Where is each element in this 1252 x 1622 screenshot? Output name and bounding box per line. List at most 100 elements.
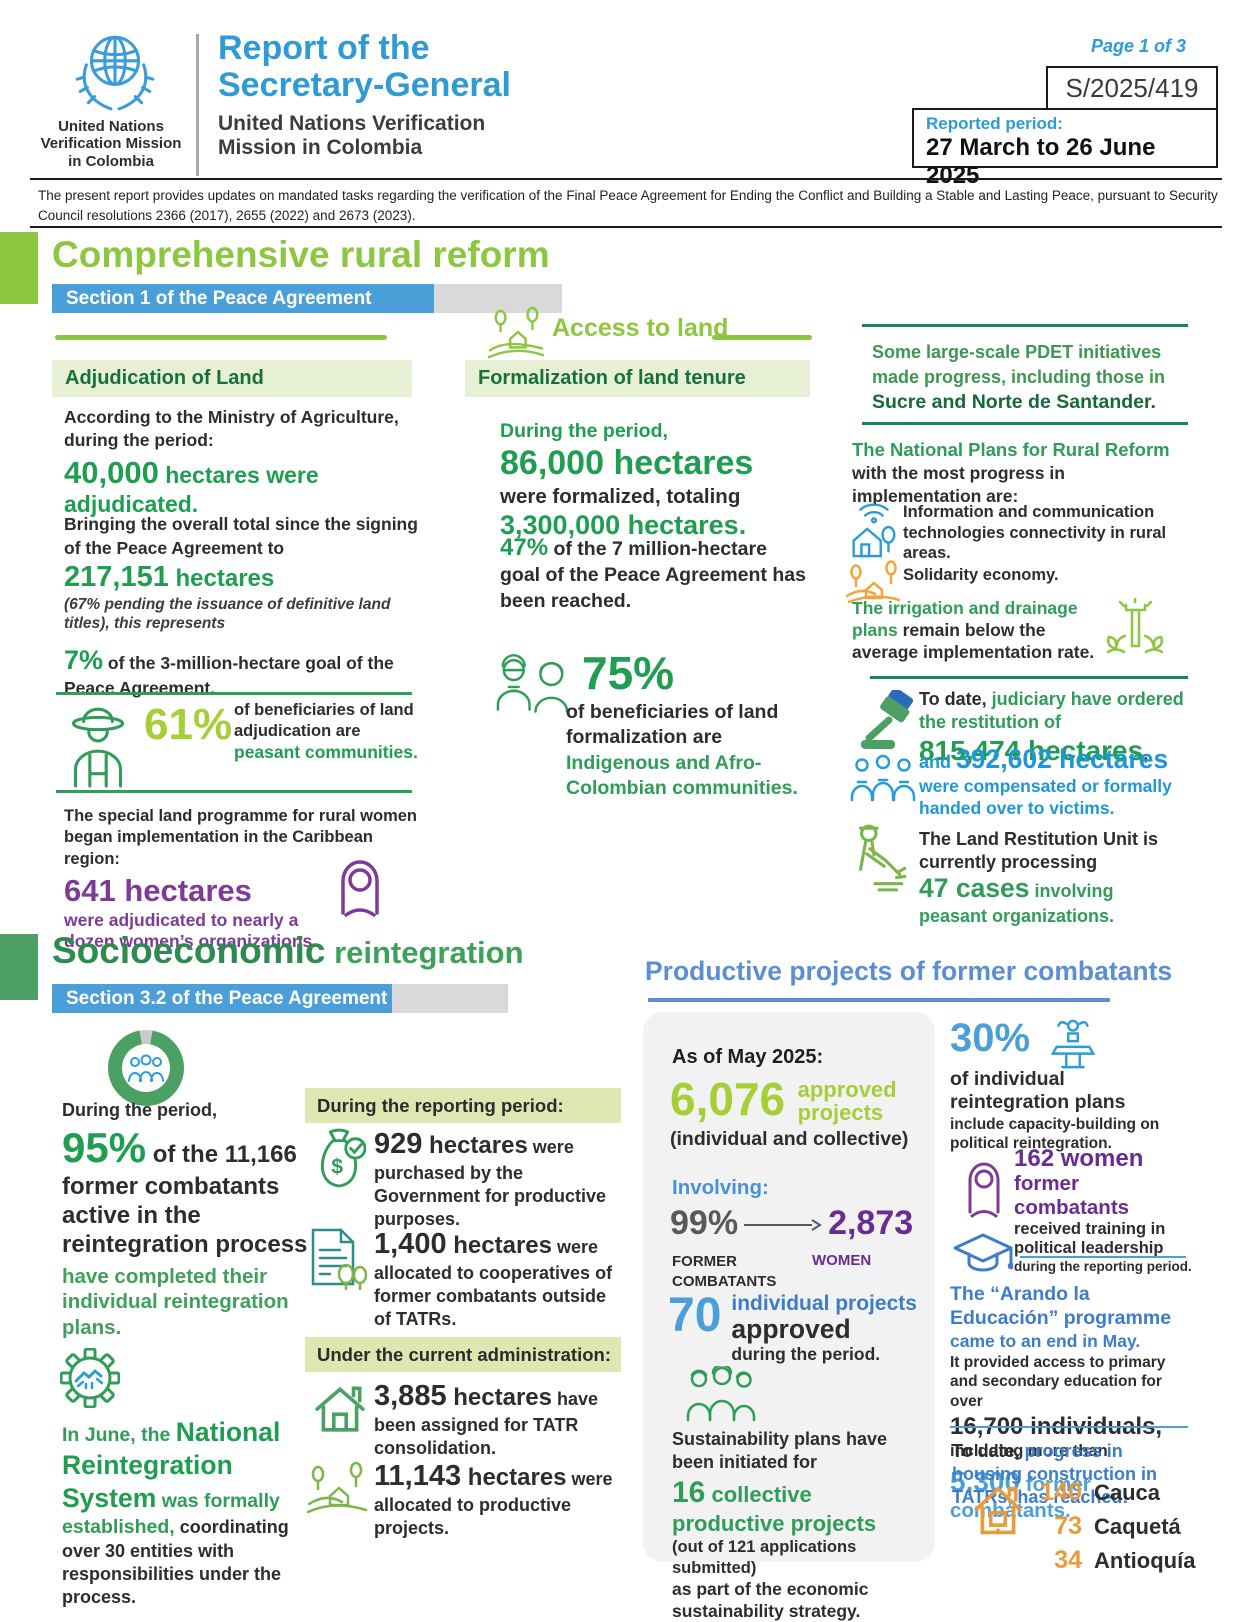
section1-tag-bar: Section 1 of the Peace Agreement xyxy=(52,284,434,313)
donut-hole xyxy=(122,1044,170,1092)
text-segment: peasant communities. xyxy=(234,742,418,762)
text-segment: of the 11,166 former combatants active i… xyxy=(62,1141,308,1258)
text-segment: During the period, xyxy=(500,420,668,442)
text-segment: former combatants xyxy=(1014,1172,1130,1219)
stat-number: 217,151 xyxy=(64,561,169,594)
sustainability-block: Sustainability plans have been initiated… xyxy=(672,1428,916,1622)
adjudication-header: Adjudication of Land xyxy=(52,360,412,397)
text-segment: The Land Restitution Unit is currently p… xyxy=(919,829,1158,872)
formalization-header: Formalization of land tenure xyxy=(465,360,810,397)
text-segment: hectares xyxy=(168,565,275,593)
text-note: (67% pending the issuance of definitive … xyxy=(64,596,391,633)
stat-3885-block: 3,885 hectares have been assigned for TA… xyxy=(374,1378,626,1460)
text-segment: hectares xyxy=(422,1132,528,1159)
text-segment: of individual reintegration plans xyxy=(950,1068,1126,1114)
report-title-line1: Report of the xyxy=(218,29,430,67)
text-segment: hectares xyxy=(461,1464,567,1491)
section2-title: Socioeconomic reintegration xyxy=(52,930,524,972)
national-reintegration-block: In June, the National Reintegration Syst… xyxy=(62,1416,308,1609)
rural-women-block: The special land programme for rural wom… xyxy=(64,806,422,953)
text-segment: peasant organizations. xyxy=(919,905,1115,926)
current-administration-bar: Under the current administration: xyxy=(305,1337,621,1372)
card-involving-label: Involving: xyxy=(672,1176,769,1199)
text-segment: were allocated to productive projects. xyxy=(374,1469,613,1539)
housing-row: 140 Cauca xyxy=(1030,1476,1195,1510)
card-70-block: 70 individual projects approved during t… xyxy=(668,1291,917,1365)
logo-caption: United Nations Verification Mission in C… xyxy=(22,118,200,170)
text-segment: of beneficiaries of land formalization a… xyxy=(566,701,779,749)
text-segment: During the period, xyxy=(62,1100,217,1120)
judiciary-block: To date, judiciary have ordered the rest… xyxy=(919,688,1191,768)
adjudication-separator-1 xyxy=(56,692,412,695)
pct30-text: of individual reintegration plans includ… xyxy=(950,1068,1176,1154)
section2-edge-tab xyxy=(0,934,38,1000)
plan-ict-text: Information and communication technologi… xyxy=(903,503,1167,563)
stat-number: 3,885 xyxy=(374,1380,447,1412)
pct30-row: 30% xyxy=(950,1018,1102,1070)
text-segment: approved xyxy=(731,1314,851,1345)
text-segment: (out of 121 applications submitted) xyxy=(672,1538,857,1578)
stat-number: 929 xyxy=(374,1128,423,1160)
housing-row: 34 Antioquía xyxy=(1030,1544,1195,1578)
communities-people-icon xyxy=(492,650,576,714)
text-segment: were adjudicated to nearly a dozen women… xyxy=(64,909,318,952)
stat-number: 11,143 xyxy=(374,1460,462,1492)
report-subtitle-line2: Mission in Colombia xyxy=(218,136,423,160)
logo-caption-line: Verification Mission xyxy=(40,135,182,153)
stat-11143-block: 11,143 hectares were allocated to produc… xyxy=(374,1458,626,1540)
formalization-paragraph-1: During the period, 86,000 hectares were … xyxy=(500,420,822,542)
right-col-rule-2 xyxy=(862,422,1188,425)
text-segment: with the most progress in implementation… xyxy=(852,463,1065,506)
text-segment: approved xyxy=(797,1077,897,1102)
stat-number: 641 hectares xyxy=(64,873,252,909)
text-segment: collective productive projects xyxy=(672,1482,877,1536)
un-emblem-icon xyxy=(60,24,170,116)
text-segment: projects xyxy=(797,1100,884,1126)
gradcap-rule xyxy=(1020,1256,1186,1258)
text-segment: , xyxy=(1143,744,1149,764)
stat-number: 1,400 xyxy=(374,1228,447,1260)
text-segment: were compensated or formally handed over… xyxy=(919,775,1172,818)
woman-training-icon xyxy=(962,1150,1006,1220)
completion-donut-chart xyxy=(108,1030,184,1106)
card-former-combatants-label: FORMER COMBATANTS xyxy=(672,1252,776,1291)
text-segment: as part of the economic sustainability s… xyxy=(672,1578,869,1621)
text-segment: judiciary have ordered the restitution o… xyxy=(919,689,1184,732)
stat-number: 47 cases xyxy=(919,873,1030,903)
text-segment: hectares were adjudicated. xyxy=(64,461,319,517)
irrigation-block: The irrigation and drainage plans remain… xyxy=(852,598,1102,664)
card-sub-label: (individual and collective) xyxy=(670,1128,909,1150)
stat-number: 86,000 hectares xyxy=(500,444,754,482)
productive-projects-heading: Productive projects of former combatants xyxy=(645,956,1173,986)
text-segment: National Reintegration System xyxy=(62,1417,281,1514)
stat-number: 162 women xyxy=(1014,1145,1144,1172)
text-segment: and xyxy=(919,752,957,772)
women-162-block: 162 women former combatants received tra… xyxy=(1014,1145,1198,1275)
reintegration-95-block: During the period, 95% of the 11,166 for… xyxy=(62,1100,316,1341)
section1-tag: Section 1 of the Peace Agreement xyxy=(66,288,372,309)
ict-connectivity-icon xyxy=(845,500,901,558)
national-plans-block: The National Plans for Rural Reform with… xyxy=(852,438,1182,508)
productive-projects-underline xyxy=(648,998,1110,1002)
victims-people-icon xyxy=(850,752,916,802)
text-segment: including more than xyxy=(950,1441,1108,1460)
access-divider-left xyxy=(55,335,387,340)
stat-number: 7% xyxy=(64,644,104,675)
farmland-icon xyxy=(487,306,545,360)
section2-tag: Section 3.2 of the Peace Agreement xyxy=(66,988,388,1009)
logo-caption-line: United Nations xyxy=(58,118,164,135)
housing-list: 140 Cauca 73 Caquetá 34 Antioquía xyxy=(1030,1476,1195,1577)
text-segment: involving xyxy=(1029,881,1114,901)
text-segment: during the reporting period. xyxy=(1014,1259,1192,1275)
stat-number: 47% xyxy=(500,534,549,561)
access-divider-right xyxy=(712,335,812,340)
money-bag-icon: $ xyxy=(312,1126,366,1192)
sustainability-people-icon xyxy=(686,1366,756,1422)
compensated-block: and 392,602 hectares were compensated or… xyxy=(919,744,1201,820)
text-segment: COMBATANTS xyxy=(672,1272,777,1290)
speaker-podium-icon xyxy=(1050,1019,1096,1069)
farm-icon xyxy=(306,1458,368,1514)
text-segment: was formally established, xyxy=(62,1490,280,1539)
housing-count: 73 xyxy=(1054,1511,1082,1540)
